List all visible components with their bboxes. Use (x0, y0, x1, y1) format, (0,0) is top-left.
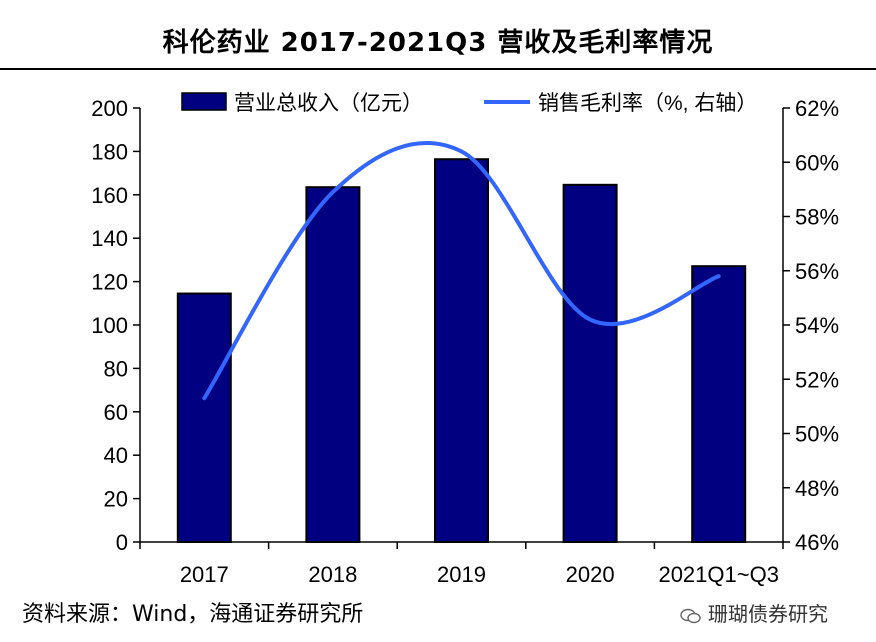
left-tick-label: 80 (104, 356, 128, 381)
revenue-bar (691, 265, 747, 543)
title-divider (0, 68, 876, 70)
x-tick-label: 2021Q1~Q3 (658, 562, 778, 587)
right-tick-label: 54% (795, 313, 839, 338)
left-tick-label: 160 (91, 183, 128, 208)
right-tick-label: 48% (795, 476, 839, 501)
x-tick-label: 2019 (437, 562, 486, 587)
right-tick-label: 62% (795, 96, 839, 121)
left-tick-label: 140 (91, 226, 128, 251)
revenue-bar (562, 183, 618, 543)
right-tick-label: 52% (795, 367, 839, 392)
page-title: 科伦药业 2017-2021Q3 营收及毛利率情况 (162, 28, 714, 58)
left-tick-label: 200 (91, 96, 128, 121)
left-tick-label: 120 (91, 270, 128, 295)
legend-line-label: 销售毛利率（%, 右轴） (538, 92, 757, 115)
right-tick-label: 56% (795, 259, 839, 284)
revenue-bar (434, 158, 489, 543)
left-tick-label: 20 (104, 487, 128, 512)
brand-watermark: 珊瑚债券研究 (680, 598, 828, 627)
right-tick-label: 58% (795, 205, 839, 230)
right-tick-label: 46% (795, 530, 839, 555)
left-tick-label: 100 (91, 313, 128, 338)
left-tick-label: 60 (104, 400, 128, 425)
legend-bar-swatch (181, 92, 227, 111)
legend-bar-label: 营业总收入（亿元） (234, 92, 423, 115)
brand-name: 珊瑚债券研究 (708, 602, 828, 626)
x-tick-label: 2020 (566, 562, 615, 587)
wechat-icon (680, 608, 701, 623)
gross-margin-line (202, 141, 721, 401)
right-tick-label: 50% (795, 422, 839, 447)
right-tick-label: 60% (795, 150, 839, 175)
revenue-bar (176, 292, 232, 543)
revenue-bar (305, 186, 361, 544)
x-tick-label: 2018 (308, 562, 357, 587)
x-tick-label: 2017 (180, 562, 229, 587)
left-tick-label: 0 (116, 530, 128, 555)
left-tick-label: 180 (91, 139, 128, 164)
left-tick-label: 40 (104, 443, 128, 468)
source-note: 资料来源：Wind，海通证券研究所 (22, 602, 364, 627)
